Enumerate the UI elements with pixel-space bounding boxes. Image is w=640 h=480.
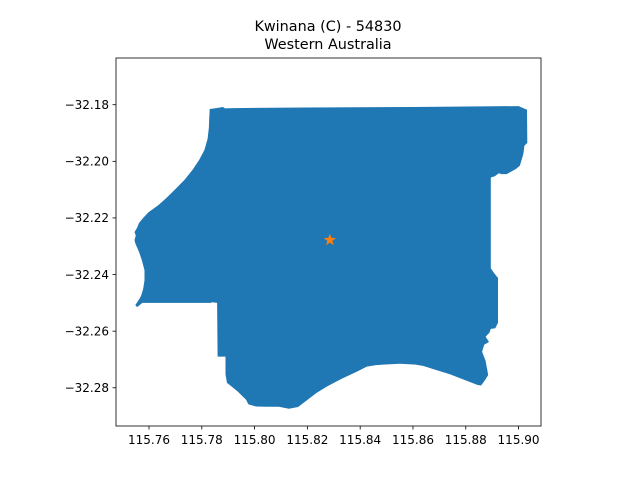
y-tick-label: −32.26 — [65, 324, 109, 338]
y-tick-label: −32.20 — [65, 155, 109, 169]
chart-title: Kwinana (C) - 54830 — [254, 19, 401, 35]
y-tick-label: −32.22 — [65, 211, 109, 225]
star-icon — [323, 233, 336, 246]
x-tick-label: 115.76 — [128, 433, 170, 447]
x-tick-label: 115.82 — [286, 433, 328, 447]
lga-boundary-polygon — [134, 106, 528, 409]
x-tick-label: 115.86 — [392, 433, 434, 447]
axes-frame — [115, 57, 542, 427]
x-tick-label: 115.90 — [498, 433, 540, 447]
x-tick-label: 115.80 — [234, 433, 276, 447]
chart-subtitle: Western Australia — [264, 37, 391, 53]
x-tick-label: 115.78 — [181, 433, 223, 447]
x-tick-label: 115.88 — [445, 433, 487, 447]
plot-area — [115, 57, 542, 427]
y-tick-label: −32.28 — [65, 381, 109, 395]
x-axis: 115.76 115.78 115.80 115.82 115.84 115.86 115.… — [128, 426, 540, 447]
y-tick-label: −32.18 — [65, 98, 109, 112]
x-tick-label: 115.84 — [339, 433, 381, 447]
y-tick-label: −32.24 — [65, 268, 109, 282]
y-axis: −32.18 −32.20 −32.22 −32.24 −32.26 −32.28 — [65, 98, 116, 395]
